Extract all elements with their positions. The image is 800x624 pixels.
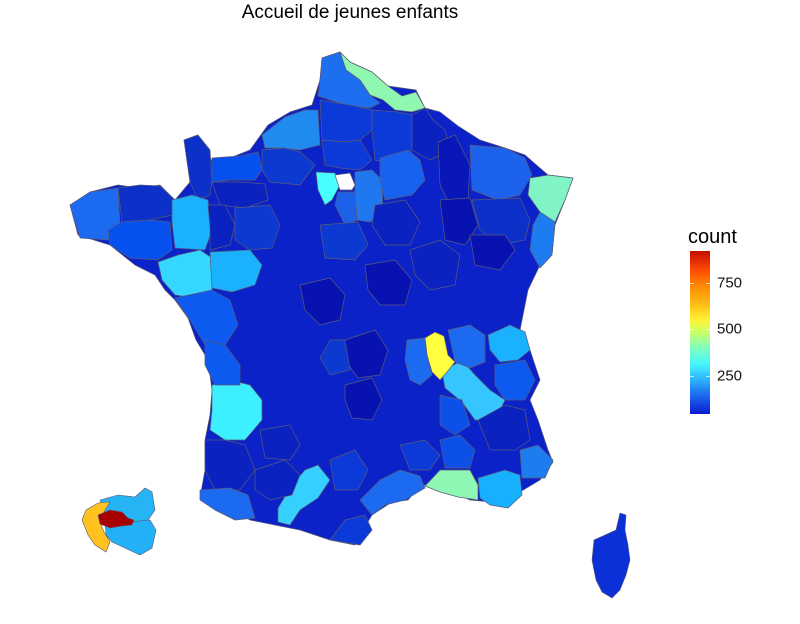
dept-haute-savoie [487, 324, 531, 363]
dept-calvados [211, 151, 263, 183]
dept-lot-et-garonne [259, 424, 301, 461]
corsica [591, 512, 631, 599]
dept-cote-dor [409, 239, 461, 291]
inset-paris [97, 509, 135, 529]
legend-tick-label: 500 [717, 320, 743, 338]
dept-ille-et-vilaine [171, 194, 213, 251]
dept-morbihan [107, 219, 173, 261]
dept-cher [299, 277, 346, 326]
dept-loire [404, 337, 433, 386]
dept-missing [334, 172, 356, 191]
dept-marne [379, 149, 426, 201]
dept-haut-rhin [529, 211, 556, 269]
tick-500-right [706, 329, 710, 330]
dept-manche [183, 134, 213, 201]
dept-pyrenees-atlantiques [199, 487, 256, 521]
tick-750-left [690, 283, 694, 284]
dept-ain [447, 324, 486, 369]
dept-vosges [471, 197, 531, 246]
inset-val-de-marne [104, 519, 157, 556]
legend-title: count [688, 226, 737, 248]
dept-vaucluse [439, 434, 476, 469]
dept-nievre [364, 259, 413, 306]
dept-pas-de-calais [317, 51, 381, 109]
dept-yonne [371, 199, 421, 246]
dept-moselle [469, 144, 533, 201]
dept-oise [321, 139, 373, 171]
dept-corse [591, 512, 631, 599]
tick-250-left [690, 376, 694, 377]
dept-gard [399, 439, 441, 471]
dept-cotes-darmor [117, 184, 176, 223]
chart-title: Accueil de jeunes enfants [241, 2, 459, 23]
dept-alpes-maritimes [519, 444, 554, 479]
dept-drome [439, 394, 471, 436]
dept-yvelines [315, 171, 341, 206]
dept-haute-saone [469, 234, 516, 271]
dept-bouches-du-rhone [424, 469, 479, 501]
dept-herault [359, 469, 426, 516]
tick-250-right [706, 376, 710, 377]
dept-gers [254, 459, 301, 501]
tick-750-right [706, 283, 710, 284]
dept-hautes-alpes [477, 404, 531, 451]
dept-mayenne [207, 204, 236, 251]
color-bar [690, 251, 710, 414]
dept-bas-rhin [527, 174, 574, 223]
dept-var [477, 469, 523, 509]
dept-charente-maritime [204, 339, 241, 386]
dept-landes [204, 439, 256, 491]
dept-loiret [319, 221, 369, 261]
dept-pyrenees-orientales [329, 514, 373, 546]
dept-seine-maritime [261, 109, 321, 151]
dept-vendee [174, 289, 239, 346]
dept-eure [261, 147, 316, 186]
dept-tarn [329, 449, 369, 491]
tick-500-left [690, 329, 694, 330]
dept-puy-de-dome [319, 339, 351, 376]
legend-tick-label: 750 [717, 274, 743, 292]
legend-tick-label: 250 [717, 367, 743, 385]
paris-inset [81, 487, 157, 556]
dept-rhone [424, 331, 456, 381]
dept-savoie [494, 359, 536, 401]
dept-sarthe [234, 204, 281, 251]
dept-cantal [344, 377, 383, 421]
